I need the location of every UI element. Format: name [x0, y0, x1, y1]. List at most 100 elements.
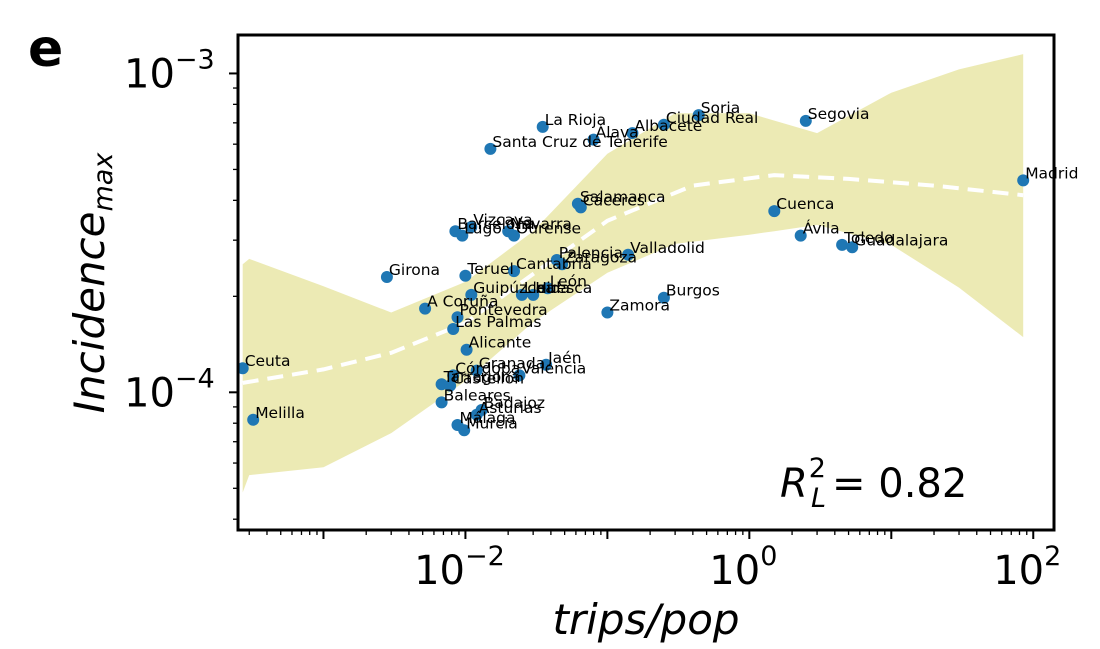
data-point: [458, 424, 471, 437]
data-point: [846, 241, 859, 254]
plot-area: [242, 54, 1024, 493]
data-point: [447, 323, 460, 335]
point-label: Huesca: [535, 279, 592, 297]
x-axis-label: trips/pop: [552, 595, 739, 644]
r-squared-value: = 0.82: [832, 461, 967, 507]
y-tick-base: 10: [124, 370, 175, 416]
data-point: [484, 142, 497, 155]
y-axis-label-subscript: max: [88, 152, 119, 212]
point-label: Cuenca: [776, 195, 834, 213]
point-label: Las Palmas: [455, 313, 541, 331]
data-point: [465, 288, 478, 301]
data-point: [236, 362, 249, 375]
data-point: [456, 229, 469, 242]
data-point: [513, 369, 526, 382]
point-label: Valencia: [521, 359, 586, 377]
point-label: Asturias: [479, 399, 542, 417]
point-label: A Coruña: [427, 293, 498, 311]
data-point: [836, 238, 849, 251]
x-tick-label: 100: [709, 541, 777, 594]
point-label: Teruel: [466, 260, 513, 278]
x-axis-ticks: 10−2 100 102: [248, 530, 1061, 594]
point-label: Salamanca: [580, 188, 666, 206]
points-layer: [236, 109, 1030, 437]
x-tick-exponent: 2: [1044, 541, 1061, 572]
point-label: Barcelona: [457, 215, 534, 233]
data-point: [799, 114, 812, 127]
point-label: Melilla: [255, 404, 305, 422]
data-point: [622, 248, 635, 261]
point-label: Burgos: [666, 282, 720, 300]
point-label: Jaén: [547, 349, 581, 367]
point-label: Pontevedra: [460, 301, 548, 319]
data-point: [540, 358, 553, 371]
point-label: Murcia: [466, 414, 518, 432]
point-label: Lleida: [524, 279, 570, 297]
r-squared-superscript: 2: [809, 453, 826, 484]
data-point: [465, 221, 478, 233]
data-point: [794, 229, 807, 242]
point-label: Madrid: [1025, 164, 1078, 182]
point-label: Cáceres: [583, 191, 645, 209]
point-label: Santa Cruz de Tenerife: [492, 133, 667, 151]
data-point: [470, 408, 483, 421]
fit-line: [242, 173, 1024, 385]
point-label: Ceuta: [245, 352, 291, 370]
data-point: [380, 271, 393, 283]
data-point: [541, 282, 554, 295]
data-point: [692, 109, 705, 122]
point-label: Álava: [596, 123, 639, 142]
point-label: Ciudad Real: [666, 109, 758, 127]
data-point: [1017, 174, 1030, 187]
y-tick-base: 10: [124, 51, 175, 97]
data-point: [435, 396, 448, 409]
point-label: Albacete: [634, 117, 702, 135]
x-tick-label: 102: [993, 541, 1061, 594]
data-point: [556, 258, 569, 271]
point-label: Soria: [701, 99, 741, 117]
data-point: [587, 133, 600, 146]
point-label: León: [550, 272, 587, 290]
point-label: Cantabria: [516, 255, 592, 273]
data-point: [574, 201, 587, 214]
data-point: [444, 379, 457, 392]
point-label: Guipúzcoa: [473, 279, 554, 297]
point-label: Lugo: [464, 220, 502, 238]
y-tick-exponent: −3: [175, 44, 215, 75]
point-label: Vizcaya: [473, 211, 532, 229]
point-label: Granada: [479, 355, 546, 373]
x-tick-base: 10: [414, 548, 465, 594]
point-label: Segovia: [808, 105, 870, 123]
panel-label: e: [28, 19, 63, 79]
point-label: Guadalajara: [854, 231, 948, 249]
r-squared-symbol: R: [780, 461, 808, 507]
point-label: La Rioja: [545, 111, 606, 129]
point-label: Tarragona: [443, 368, 521, 386]
point-label: Baleares: [444, 386, 511, 404]
x-tick-base: 10: [709, 548, 760, 594]
data-point: [470, 364, 483, 377]
y-tick-label: 10−4: [124, 363, 215, 416]
plot-frame: [236, 33, 1056, 532]
y-axis-label: Incidencemax: [65, 152, 119, 414]
point-label: Castellón: [452, 370, 524, 388]
data-point: [536, 120, 549, 133]
data-point: [768, 205, 781, 218]
point-label: Valladolid: [630, 239, 705, 257]
data-point: [515, 288, 528, 301]
data-point: [626, 127, 639, 140]
point-label: Badajoz: [484, 394, 545, 412]
point-label: Zamora: [609, 297, 670, 315]
point-label: Ávila: [803, 219, 840, 238]
y-tick-label: 10−3: [124, 44, 215, 97]
data-point: [601, 306, 614, 319]
data-point: [419, 302, 432, 315]
data-point: [447, 369, 460, 382]
x-tick-base: 10: [993, 548, 1044, 594]
data-point: [657, 291, 670, 304]
data-point: [657, 118, 670, 131]
point-label: Ourense: [516, 220, 581, 238]
r-squared-annotation: R2 L = 0.82: [780, 453, 967, 514]
